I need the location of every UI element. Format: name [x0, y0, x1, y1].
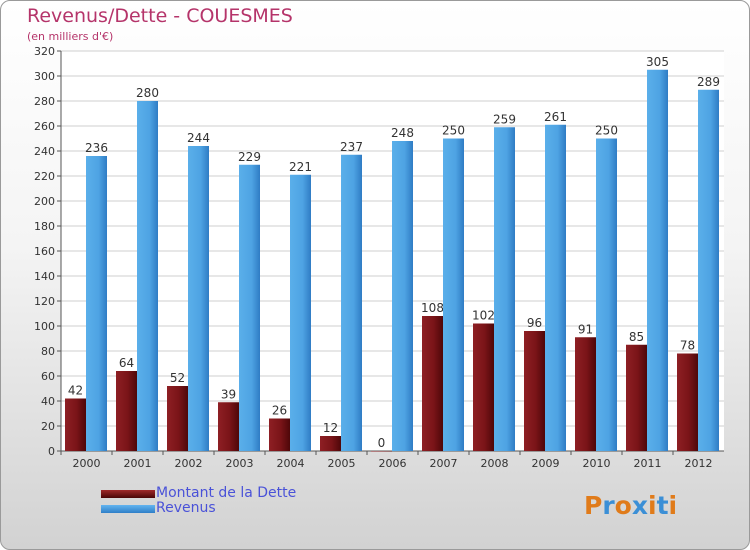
- logo-letter: r: [602, 491, 615, 520]
- x-tick-label: 2005: [328, 457, 356, 470]
- data-label-revenus: 229: [238, 150, 261, 164]
- y-tick-label: 100: [34, 320, 55, 333]
- data-label-dette: 78: [680, 339, 695, 353]
- data-label-dette: 26: [272, 404, 287, 418]
- x-tick-label: 2009: [532, 457, 560, 470]
- data-label-revenus: 236: [85, 141, 108, 155]
- data-label-revenus: 250: [595, 124, 618, 138]
- bar-dette: [371, 451, 392, 452]
- logo-letter: t: [656, 491, 669, 520]
- x-tick-label: 2011: [634, 457, 662, 470]
- bar-revenus: [494, 127, 515, 451]
- data-label-revenus: 280: [136, 86, 159, 100]
- x-tick-label: 2002: [175, 457, 203, 470]
- logo-letter: o: [614, 491, 632, 520]
- bar-dette: [116, 371, 137, 451]
- y-tick-label: 200: [34, 195, 55, 208]
- x-tick-label: 2012: [685, 457, 713, 470]
- y-tick-label: 120: [34, 295, 55, 308]
- data-label-revenus: 261: [544, 110, 567, 124]
- y-tick-label: 180: [34, 220, 55, 233]
- data-label-dette: 64: [119, 356, 134, 370]
- bar-revenus: [392, 141, 413, 451]
- bar-dette: [269, 418, 290, 451]
- x-tick-label: 2008: [481, 457, 509, 470]
- y-tick-label: 40: [41, 395, 55, 408]
- bar-revenus: [239, 164, 260, 451]
- data-label-dette: 39: [221, 387, 236, 401]
- bar-dette: [677, 353, 698, 451]
- bar-revenus: [290, 174, 311, 451]
- data-label-dette: 108: [421, 301, 444, 315]
- data-label-dette: 52: [170, 371, 185, 385]
- data-label-revenus: 244: [187, 131, 210, 145]
- bar-dette: [422, 316, 443, 451]
- logo-letter: P: [584, 491, 603, 520]
- y-tick-label: 20: [41, 420, 55, 433]
- data-label-dette: 96: [527, 316, 542, 330]
- data-label-revenus: 237: [340, 140, 363, 154]
- bar-revenus: [86, 156, 107, 451]
- y-tick-label: 320: [34, 45, 55, 58]
- y-tick-label: 0: [48, 445, 55, 458]
- logo-letter: x: [631, 491, 648, 520]
- bar-dette: [167, 386, 188, 451]
- proxiti-logo: Proxiti: [584, 491, 677, 520]
- y-tick-label: 80: [41, 345, 55, 358]
- data-label-revenus: 259: [493, 112, 516, 126]
- bar-revenus: [188, 146, 209, 451]
- bar-dette: [626, 344, 647, 451]
- legend-swatch-dette: [101, 490, 155, 498]
- legend-swatch-revenus: [101, 505, 155, 513]
- bar-dette: [473, 323, 494, 451]
- x-tick-label: 2006: [379, 457, 407, 470]
- logo-letter: i: [648, 491, 657, 520]
- bar-revenus: [698, 89, 719, 451]
- data-label-revenus: 305: [646, 55, 669, 69]
- bar-dette: [320, 436, 341, 451]
- y-tick-label: 280: [34, 95, 55, 108]
- x-tick-label: 2007: [430, 457, 458, 470]
- data-label-revenus: 250: [442, 124, 465, 138]
- bar-revenus: [647, 69, 668, 451]
- bar-dette: [218, 402, 239, 451]
- y-tick-label: 260: [34, 120, 55, 133]
- data-label-dette: 0: [378, 436, 386, 450]
- y-tick-label: 220: [34, 170, 55, 183]
- y-tick-label: 240: [34, 145, 55, 158]
- bar-dette: [524, 331, 545, 451]
- y-tick-label: 60: [41, 370, 55, 383]
- legend-label-revenus: Revenus: [156, 500, 216, 516]
- x-tick-label: 2001: [124, 457, 152, 470]
- chart-title: Revenus/Dette - COUESMES: [27, 5, 293, 27]
- y-tick-label: 140: [34, 270, 55, 283]
- bar-dette: [575, 337, 596, 451]
- data-label-dette: 102: [472, 309, 495, 323]
- logo-letter: i: [668, 491, 678, 520]
- data-label-dette: 91: [578, 322, 593, 336]
- bar-revenus: [443, 138, 464, 451]
- data-label-revenus: 221: [289, 160, 312, 174]
- bar-revenus: [137, 101, 158, 451]
- data-label-dette: 42: [68, 384, 83, 398]
- data-label-dette: 85: [629, 330, 644, 344]
- bar-revenus: [545, 124, 566, 451]
- x-tick-label: 2004: [277, 457, 305, 470]
- x-tick-label: 2010: [583, 457, 611, 470]
- data-label-revenus: 248: [391, 126, 414, 140]
- x-tick-label: 2003: [226, 457, 254, 470]
- bar-dette: [65, 398, 86, 451]
- chart-subtitle: (en milliers d'€): [27, 30, 114, 43]
- data-label-dette: 12: [323, 421, 338, 435]
- y-tick-label: 160: [34, 245, 55, 258]
- y-tick-label: 300: [34, 70, 55, 83]
- x-tick-label: 2000: [73, 457, 101, 470]
- legend-label-dette: Montant de la Dette: [156, 485, 297, 501]
- data-label-revenus: 289: [697, 75, 720, 89]
- bar-revenus: [596, 138, 617, 451]
- bar-revenus: [341, 154, 362, 451]
